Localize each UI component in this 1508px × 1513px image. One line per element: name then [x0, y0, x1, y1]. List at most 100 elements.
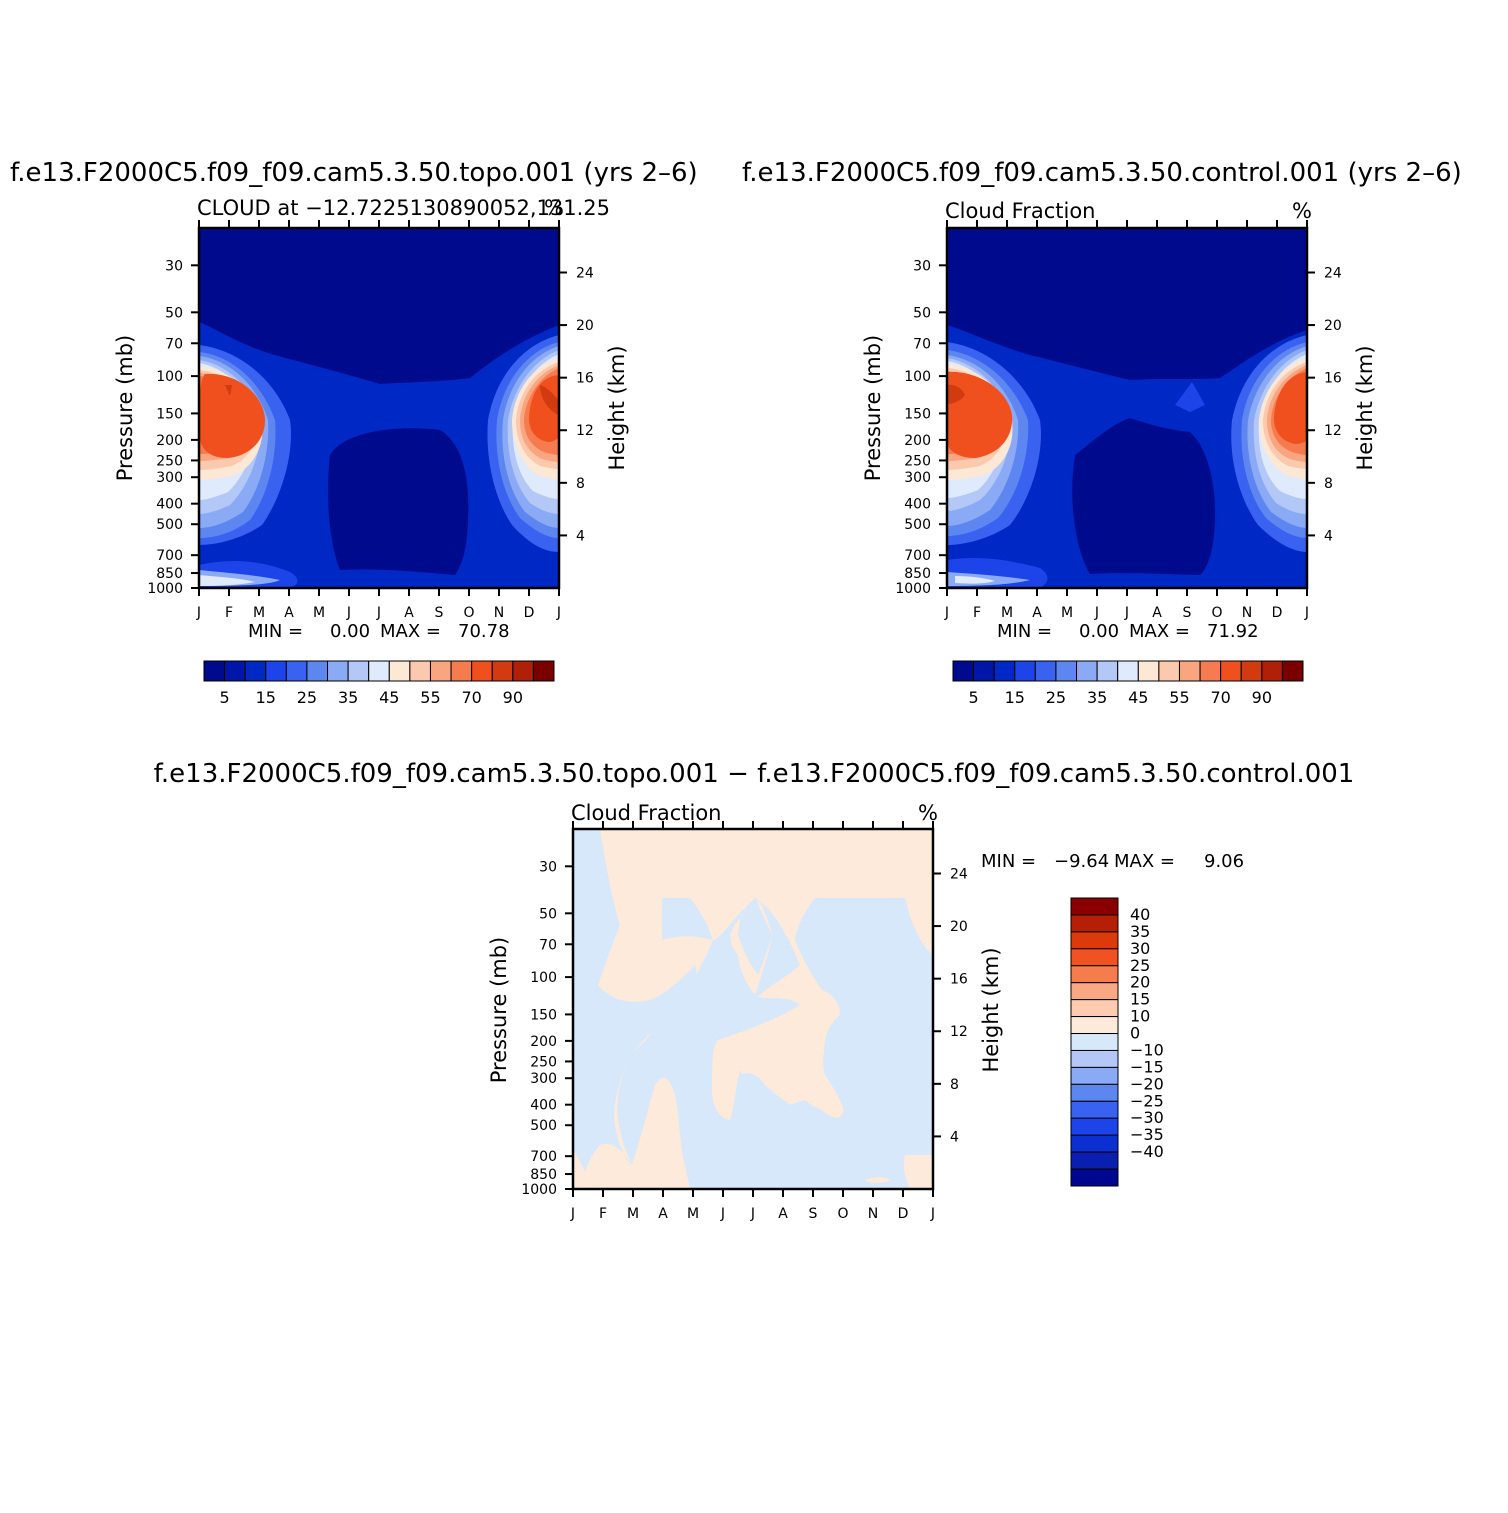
contour-band — [1072, 418, 1216, 575]
colorbar-label: 5 — [968, 688, 978, 707]
colorbar-box — [973, 660, 995, 682]
panel-subtitle: Cloud Fraction — [571, 801, 722, 825]
colorbar-box — [1070, 1049, 1119, 1068]
x-tick-label: D — [898, 1206, 909, 1222]
panel-subtitle: Cloud Fraction — [945, 199, 1096, 223]
colorbar-box — [429, 660, 452, 682]
colorbar-label: 55 — [420, 688, 440, 707]
contour-band — [947, 384, 965, 404]
min-label: MIN = — [248, 621, 303, 642]
x-tick-label: A — [284, 605, 294, 621]
colorbar-label: −15 — [1130, 1057, 1164, 1076]
colorbar-box — [1070, 1168, 1119, 1187]
y-axis-title-right: Height (km) — [605, 345, 629, 470]
contour-band — [865, 1177, 890, 1183]
min-label: MIN = — [981, 851, 1036, 872]
y-tick-label: 500 — [530, 1118, 557, 1134]
colorbar-box — [1096, 660, 1119, 682]
units-label: % — [544, 196, 564, 220]
contour-band — [225, 385, 232, 396]
y-tick-label-right: 4 — [1324, 528, 1333, 544]
x-tick-label: J — [1304, 605, 1309, 621]
colorbar-label: 10 — [1130, 1007, 1150, 1026]
colorbar-box — [244, 660, 267, 682]
y-tick-label: 300 — [530, 1071, 557, 1087]
y-tick-label: 850 — [156, 566, 183, 582]
colorbar-label: 20 — [1130, 973, 1150, 992]
contour-band — [540, 385, 559, 415]
contour-band — [1175, 382, 1205, 412]
y-tick-label-right: 12 — [1324, 423, 1342, 439]
colorbar-box — [1240, 660, 1263, 682]
colorbar-box — [532, 660, 555, 682]
colorbar-box — [1070, 982, 1119, 1001]
colorbar-box — [224, 660, 246, 682]
colorbar-label: 25 — [1130, 956, 1150, 975]
contour-band — [947, 228, 1307, 380]
contour-band — [573, 1150, 590, 1189]
min-label: MIN = — [997, 621, 1052, 642]
colorbar-label: 55 — [1169, 688, 1189, 707]
colorbar-box — [1070, 1117, 1119, 1136]
max-value: 70.78 — [458, 621, 510, 642]
y-tick-label: 100 — [530, 970, 557, 986]
y-tick-label: 30 — [913, 258, 931, 274]
contour-band — [199, 575, 255, 586]
x-tick-label: N — [1242, 605, 1252, 621]
y-tick-label: 1000 — [147, 581, 183, 597]
colorbar-box — [1070, 1033, 1119, 1051]
x-tick-label: S — [1183, 605, 1192, 621]
y-tick-label: 200 — [156, 433, 183, 449]
colorbar-box — [1070, 1151, 1119, 1170]
colorbar-label: 5 — [219, 688, 229, 707]
y-tick-label: 300 — [904, 470, 931, 486]
colorbar-label: 0 — [1130, 1024, 1140, 1043]
colorbar-box — [1158, 660, 1180, 682]
contour-band — [955, 576, 995, 584]
colorbar-box — [1070, 897, 1119, 916]
colorbar-label: −30 — [1130, 1108, 1164, 1127]
y-tick-label-right: 8 — [576, 476, 585, 492]
y-tick-label-right: 16 — [1324, 371, 1342, 387]
contour-field — [199, 228, 559, 588]
y-tick-label: 250 — [530, 1054, 557, 1070]
x-tick-label: A — [404, 605, 414, 621]
y-tick-label: 100 — [904, 369, 931, 385]
x-tick-label: O — [463, 605, 474, 621]
y-tick-label: 250 — [904, 453, 931, 469]
max-value: 9.06 — [1204, 851, 1244, 872]
contour-band — [690, 898, 933, 1189]
y-tick-label: 70 — [539, 937, 557, 953]
max-value: 71.92 — [1207, 621, 1259, 642]
contour-band — [903, 1155, 933, 1189]
x-tick-label: J — [750, 1206, 755, 1222]
colorbar-box — [952, 660, 975, 682]
y-tick-label: 70 — [165, 336, 183, 352]
y-tick-label: 300 — [156, 470, 183, 486]
colorbar-label: 70 — [1210, 688, 1230, 707]
colorbar-label: −25 — [1130, 1091, 1164, 1110]
colorbar-box — [1070, 1066, 1119, 1085]
colorbar-label: −35 — [1130, 1125, 1164, 1144]
colorbar-label: 90 — [503, 688, 523, 707]
y-tick-label: 700 — [530, 1149, 557, 1165]
panel-title: f.e13.F2000C5.f09_f09.cam5.3.50.topo.001… — [154, 759, 1355, 789]
colorbar-box — [203, 660, 226, 682]
y-tick-label: 30 — [539, 859, 557, 875]
x-tick-label: N — [868, 1206, 878, 1222]
y-axis-title-right: Height (km) — [1353, 345, 1377, 470]
y-tick-label: 400 — [156, 497, 183, 513]
colorbar-label: 40 — [1130, 905, 1150, 924]
contour-band — [662, 898, 713, 940]
y-tick-label: 1000 — [895, 581, 931, 597]
y-tick-label: 250 — [156, 453, 183, 469]
y-tick-label: 200 — [530, 1034, 557, 1050]
contour-band — [328, 428, 469, 575]
panel-title: f.e13.F2000C5.f09_f09.cam5.3.50.topo.001… — [10, 158, 698, 188]
y-tick-label: 50 — [539, 906, 557, 922]
y-tick-label: 500 — [904, 517, 931, 533]
max-label: MAX = — [1114, 851, 1175, 872]
